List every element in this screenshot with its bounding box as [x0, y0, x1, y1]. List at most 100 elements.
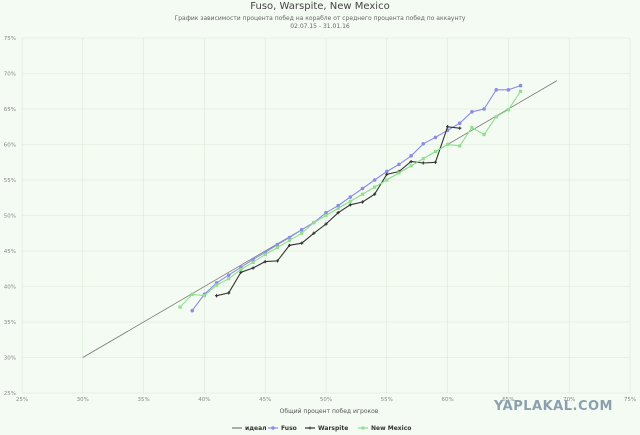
- data-point: [482, 132, 486, 137]
- data-point: [409, 159, 413, 164]
- data-point: [214, 283, 219, 287]
- data-point: [446, 142, 450, 147]
- data-point: [336, 206, 340, 210]
- y-tick-label: 35%: [4, 320, 16, 326]
- data-point: [421, 157, 425, 161]
- data-point: [458, 144, 462, 148]
- data-point: [263, 252, 267, 257]
- data-point: [300, 241, 304, 245]
- data-point: [348, 199, 352, 203]
- data-point: [372, 178, 377, 182]
- data-point: [506, 108, 510, 112]
- data-point: [494, 88, 499, 92]
- data-point: [360, 186, 365, 191]
- data-point: [421, 141, 426, 146]
- series-line: [179, 90, 522, 308]
- data-point: [348, 195, 353, 199]
- x-tick-label: 60%: [441, 397, 453, 403]
- data-point: [227, 291, 231, 295]
- y-tick-label: 30%: [4, 356, 16, 362]
- data-point: [518, 83, 523, 88]
- data-point: [518, 89, 523, 93]
- data-point: [397, 162, 401, 167]
- legend-marker: [308, 426, 312, 430]
- chart-date-range: 02.07.15 - 31.01.16: [290, 23, 350, 30]
- series-layer: [82, 80, 558, 358]
- legend: идеал Fuso Warspite New Mexico: [232, 425, 411, 432]
- legend-item: New Mexico: [358, 425, 411, 432]
- data-point: [275, 245, 279, 250]
- data-point: [226, 273, 231, 277]
- data-point: [336, 203, 340, 208]
- data-point: [470, 110, 474, 114]
- x-tick-label: 40%: [198, 397, 210, 403]
- data-point: [506, 88, 511, 92]
- data-point: [202, 294, 206, 298]
- y-tick-label: 55%: [4, 178, 16, 184]
- data-point: [494, 115, 498, 119]
- data-point: [312, 231, 316, 235]
- data-point: [251, 257, 255, 262]
- legend-item: идеал: [232, 425, 267, 432]
- y-tick-label: 45%: [4, 249, 16, 255]
- data-point: [324, 222, 328, 226]
- data-point: [287, 235, 292, 240]
- data-point: [385, 172, 389, 176]
- data-point: [470, 125, 474, 130]
- data-point: [385, 178, 389, 182]
- data-point: [458, 126, 462, 130]
- legend-item: Warspite: [305, 425, 348, 432]
- data-point: [178, 305, 182, 309]
- data-point: [457, 121, 462, 125]
- watermark-text: YAPLAKAL.COM: [493, 399, 613, 414]
- data-point: [336, 211, 340, 215]
- data-point: [275, 259, 279, 263]
- series-line: [191, 85, 521, 311]
- y-tick-label: 60%: [4, 143, 16, 149]
- y-tick-label: 25%: [4, 391, 16, 397]
- data-point: [312, 221, 316, 225]
- data-point: [299, 227, 304, 232]
- data-point: [239, 267, 243, 272]
- x-tick-label: 30%: [77, 397, 89, 403]
- data-point: [251, 266, 255, 270]
- series-warspite: [214, 125, 462, 298]
- series-fuso: [190, 83, 523, 313]
- chart-subtitle: График зависимости процента побед на кор…: [175, 15, 466, 22]
- data-point: [227, 277, 231, 281]
- data-point: [287, 238, 292, 242]
- data-point: [263, 260, 267, 264]
- legend-label: Warspite: [318, 425, 348, 432]
- data-point: [433, 150, 438, 154]
- x-axis-title: Общий процент побед игроков: [280, 408, 379, 415]
- data-point: [324, 210, 328, 215]
- data-point: [385, 169, 389, 174]
- data-point: [482, 107, 486, 111]
- x-tick-label: 35%: [137, 397, 149, 403]
- x-tick-label: 25%: [16, 397, 28, 403]
- data-point: [397, 171, 401, 175]
- x-tick-label: 55%: [381, 397, 393, 403]
- data-point: [324, 213, 328, 218]
- data-point: [214, 294, 219, 298]
- data-point: [360, 192, 365, 196]
- data-point: [360, 200, 365, 204]
- data-point: [251, 260, 255, 264]
- data-point: [409, 164, 413, 168]
- data-point: [275, 242, 280, 247]
- y-tick-label: 40%: [4, 285, 16, 291]
- data-point: [190, 292, 194, 296]
- data-point: [373, 192, 377, 196]
- data-point: [300, 231, 304, 235]
- x-tick-label: 65%: [502, 397, 514, 403]
- data-point: [409, 154, 413, 158]
- data-point: [287, 243, 292, 247]
- x-tick-label: 50%: [320, 397, 332, 403]
- legend-marker: [271, 426, 275, 430]
- chart-title: Fuso, Warspite, New Mexico: [250, 1, 389, 12]
- watermark-logo: YAPLAKAL.COM: [493, 399, 613, 414]
- x-tick-label: 75%: [624, 397, 636, 403]
- data-point: [348, 203, 352, 207]
